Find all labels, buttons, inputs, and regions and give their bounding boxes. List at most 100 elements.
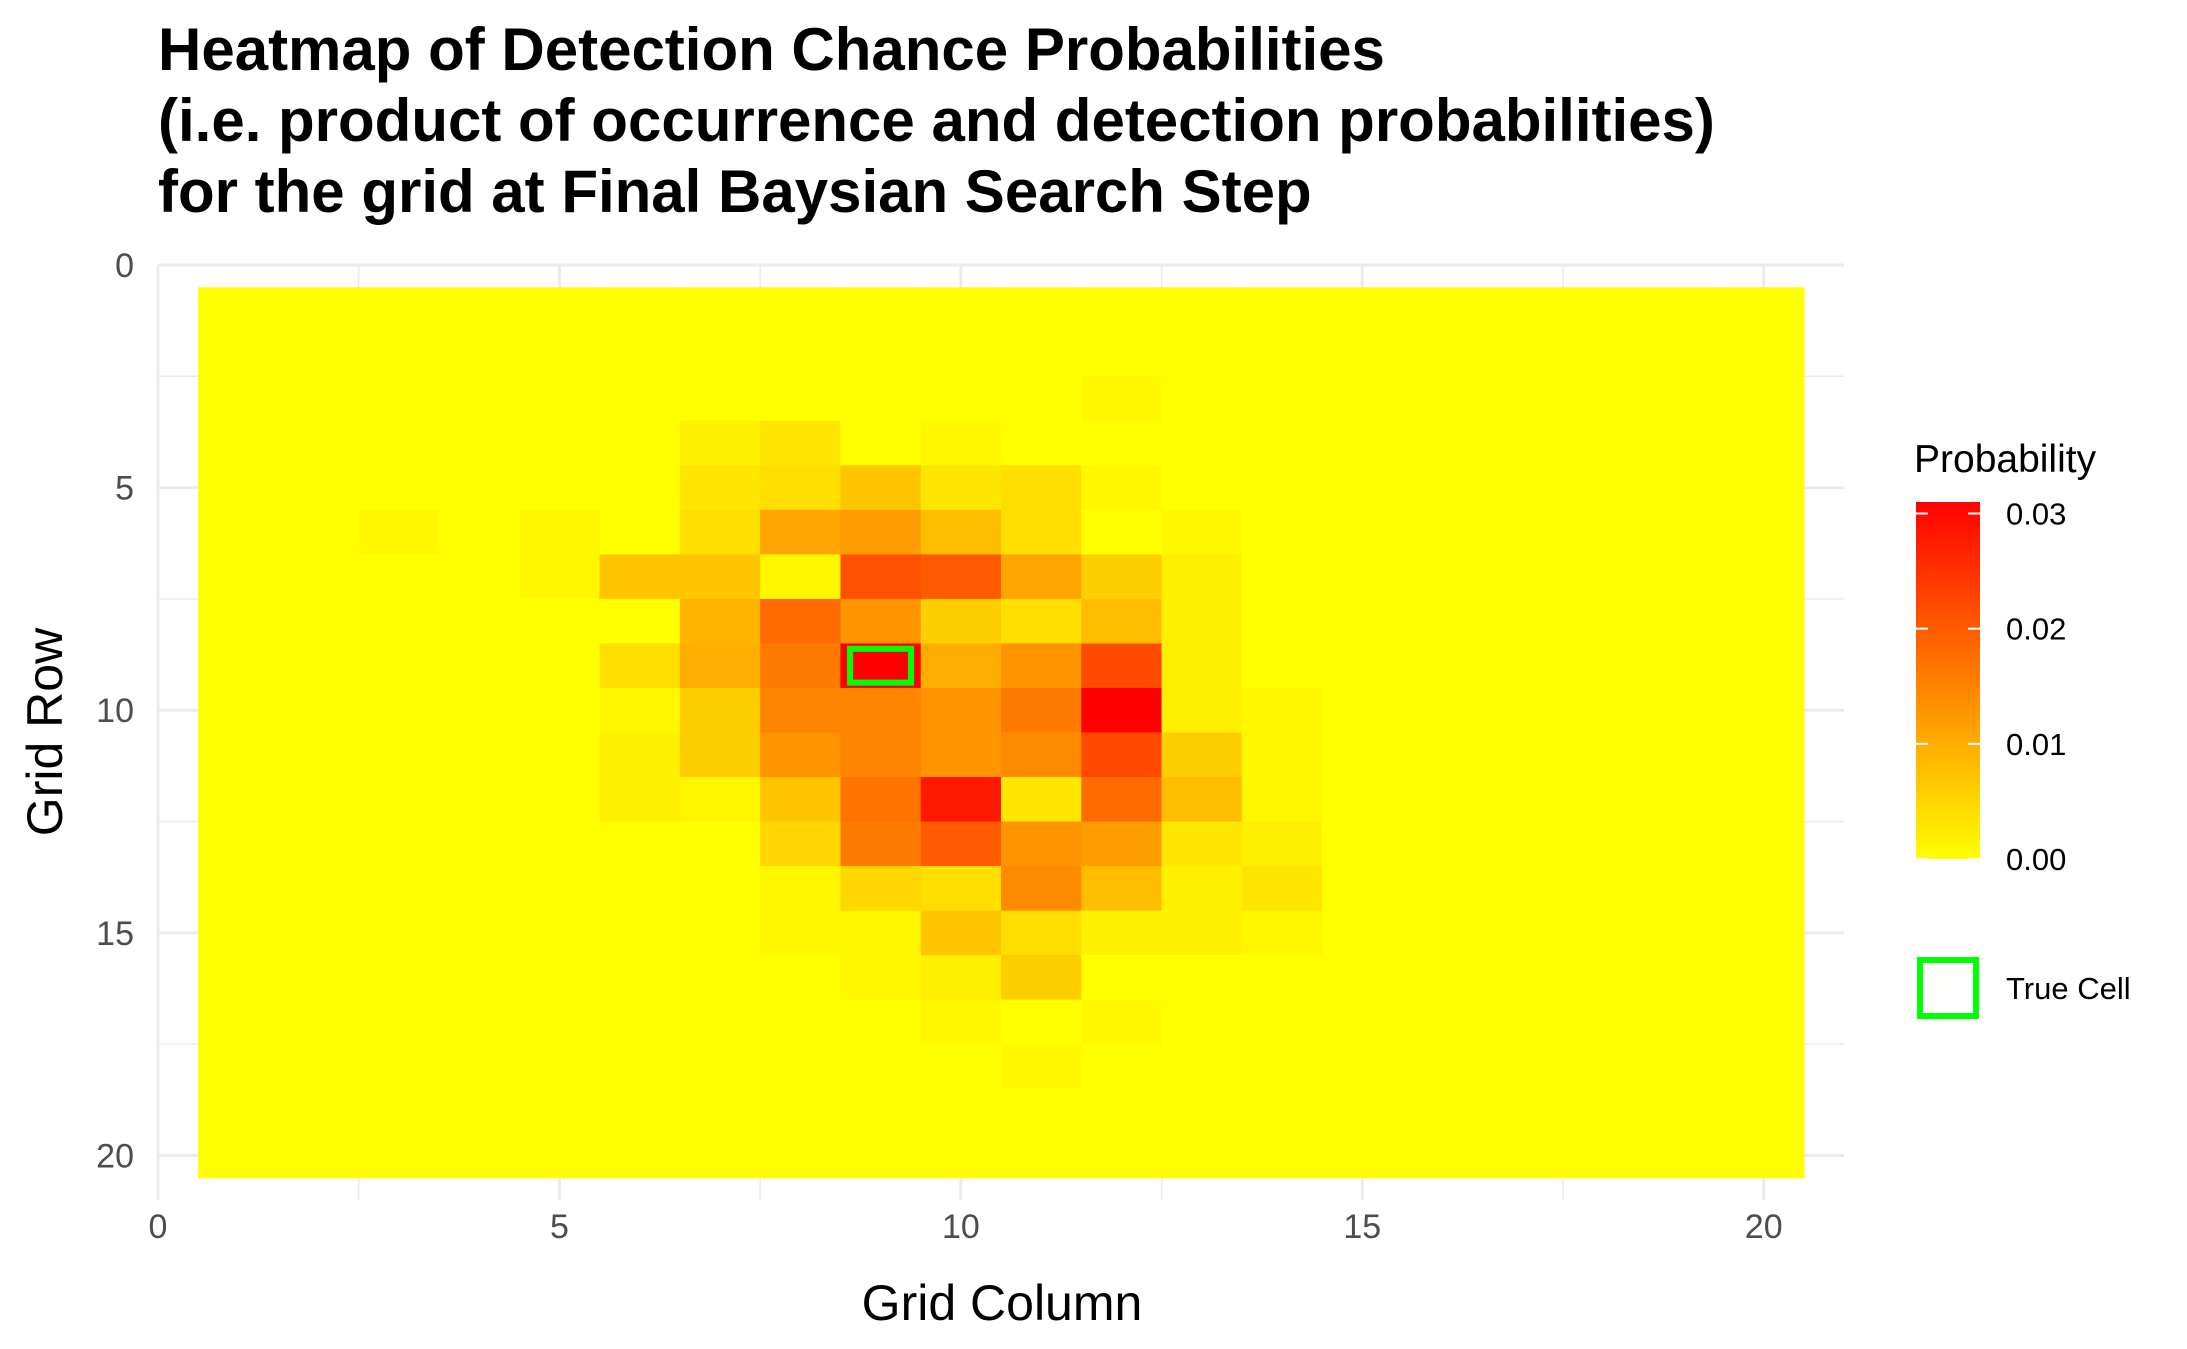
heatmap-cell — [840, 1044, 922, 1090]
heatmap-cell — [679, 465, 761, 511]
heatmap-cell — [1482, 910, 1564, 956]
heatmap-cell — [519, 687, 601, 734]
heatmap-cell — [278, 1133, 360, 1179]
heatmap-cell — [198, 910, 280, 956]
heatmap-cell — [1001, 376, 1082, 422]
heatmap-cell — [1241, 420, 1323, 466]
heatmap-cell — [1482, 509, 1564, 556]
heatmap-cell — [599, 554, 681, 600]
heatmap-cell — [920, 687, 1002, 734]
heatmap-cell — [1723, 821, 1805, 867]
heatmap-cell — [1402, 866, 1484, 912]
heatmap-cell — [840, 1088, 922, 1134]
heatmap-cell — [278, 687, 360, 734]
heatmap-cell — [1081, 1133, 1163, 1179]
heatmap-cell — [840, 376, 922, 422]
heatmap-cell — [1322, 1133, 1404, 1179]
heatmap-cell — [1643, 1133, 1725, 1179]
heatmap-cell — [1322, 866, 1404, 912]
heatmap-cell — [439, 1044, 520, 1090]
heatmap-cell — [1643, 866, 1725, 912]
heatmap-cell — [1563, 777, 1644, 823]
heatmap-cell — [519, 910, 601, 956]
heatmap-cell — [278, 955, 360, 1001]
heatmap-cell — [1081, 376, 1163, 422]
heatmap-cell — [1322, 955, 1404, 1001]
heatmap-cell — [1643, 687, 1725, 734]
heatmap-cell — [1402, 910, 1484, 956]
heatmap-cell — [1723, 598, 1805, 645]
heatmap-cell — [358, 331, 440, 377]
heatmap-cell — [1161, 1133, 1243, 1179]
heatmap-cell — [679, 999, 761, 1045]
legend-tick-label: 0.02 — [2006, 612, 2066, 647]
heatmap-cell — [1241, 866, 1323, 912]
heatmap-cell — [840, 821, 922, 867]
heatmap-cell — [1723, 732, 1805, 778]
heatmap-cell — [920, 287, 1002, 333]
heatmap-cell — [1161, 999, 1243, 1045]
heatmap-cell — [198, 866, 280, 912]
heatmap-cell — [1161, 1088, 1243, 1134]
heatmap-cell — [198, 1044, 280, 1090]
heatmap-cell — [1001, 509, 1082, 556]
heatmap-cell — [760, 866, 842, 912]
heatmap-cell — [599, 866, 681, 912]
heatmap-cell — [1643, 509, 1725, 556]
heatmap-cell — [1241, 331, 1323, 377]
heatmap-cell — [1161, 866, 1243, 912]
heatmap-cell — [599, 331, 681, 377]
heatmap-cell — [840, 598, 922, 645]
heatmap-cell — [1723, 420, 1805, 466]
heatmap-cell — [1482, 999, 1564, 1045]
x-tick-label: 20 — [1745, 1208, 1783, 1246]
heatmap-cell — [1241, 465, 1323, 511]
heatmap-cell — [1723, 1133, 1805, 1179]
heatmap-cell — [1241, 376, 1323, 422]
heatmap-cell — [198, 955, 280, 1001]
heatmap-cell — [679, 955, 761, 1001]
legend-tick-label: 0.01 — [2006, 727, 2066, 762]
heatmap-cell — [599, 777, 681, 823]
heatmap-cell — [1402, 331, 1484, 377]
heatmap-cell — [1563, 598, 1644, 645]
heatmap-cell — [1161, 287, 1243, 333]
heatmap-cell — [1402, 376, 1484, 422]
heatmap-cell — [840, 955, 922, 1001]
heatmap-cell — [599, 465, 681, 511]
heatmap-cell — [840, 331, 922, 377]
heatmap-cell — [679, 732, 761, 778]
heatmap-cell — [679, 331, 761, 377]
heatmap-cell — [1081, 554, 1163, 600]
heatmap-cell — [760, 598, 842, 645]
heatmap-cell — [1563, 554, 1644, 600]
heatmap-cell — [278, 1088, 360, 1134]
heatmap-cell — [1001, 777, 1082, 823]
heatmap-cell — [1241, 687, 1323, 734]
heatmap-cell — [1482, 821, 1564, 867]
heatmap-cell — [1643, 1088, 1725, 1134]
heatmap-cell — [519, 331, 601, 377]
heatmap-cell — [1402, 1133, 1484, 1179]
heatmap-cell — [760, 465, 842, 511]
heatmap-cell — [679, 910, 761, 956]
heatmap-cell — [840, 1133, 922, 1179]
heatmap-cell — [1402, 821, 1484, 867]
heatmap-cell — [1241, 1044, 1323, 1090]
heatmap-cell — [599, 1044, 681, 1090]
heatmap-cell — [1402, 554, 1484, 600]
heatmap-cell — [1241, 1133, 1323, 1179]
heatmap-cell — [198, 732, 280, 778]
heatmap-cell — [358, 999, 440, 1045]
heatmap-cell — [278, 999, 360, 1045]
y-axis-title: Grid Row — [17, 627, 73, 836]
heatmap-cell — [920, 1044, 1002, 1090]
heatmap-cell — [1161, 376, 1243, 422]
heatmap-cell — [1482, 1133, 1564, 1179]
heatmap-cell — [519, 554, 601, 600]
heatmap-cell — [1482, 287, 1564, 333]
heatmap-cell — [760, 376, 842, 422]
heatmap-cell — [679, 509, 761, 556]
heatmap-cell — [198, 420, 280, 466]
heatmap-cell — [1081, 420, 1163, 466]
